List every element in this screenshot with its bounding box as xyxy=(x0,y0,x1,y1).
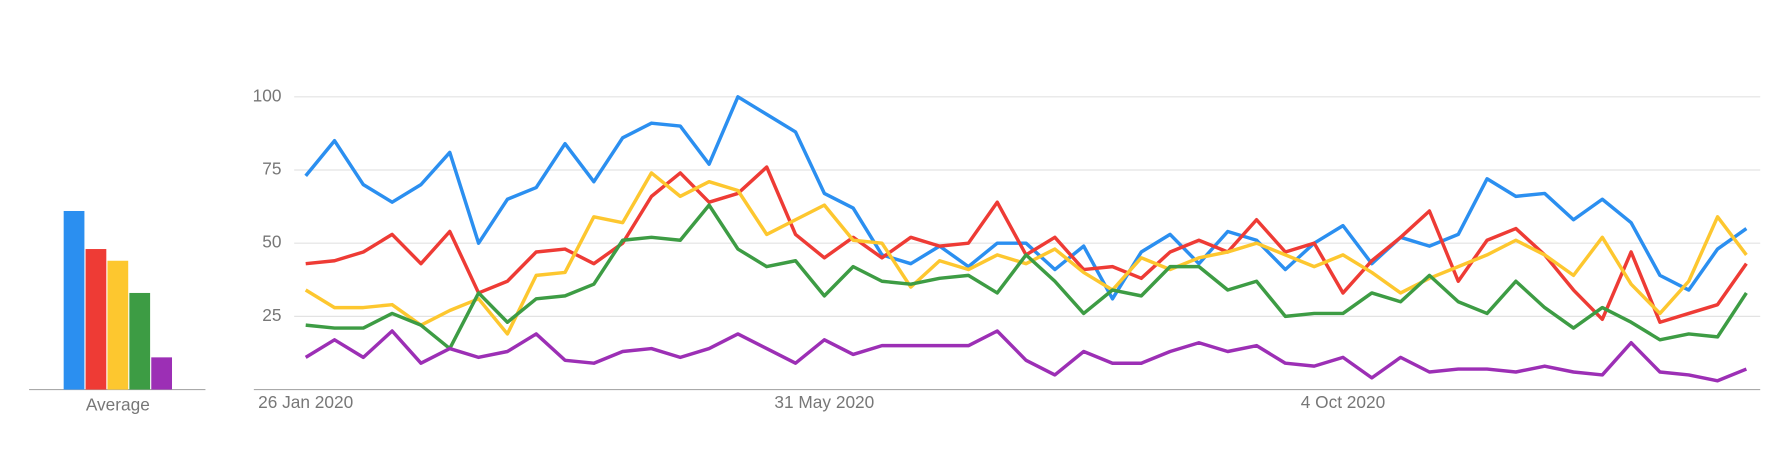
bar xyxy=(107,260,129,390)
x-tick-label: 31 May 2020 xyxy=(774,392,874,412)
x-tick-label: 26 Jan 2020 xyxy=(258,392,353,412)
bar xyxy=(129,292,151,390)
x-axis-label: Average xyxy=(86,394,150,414)
line-series xyxy=(305,203,1748,351)
y-tick-label: 75 xyxy=(262,159,281,179)
y-tick-label: 100 xyxy=(253,85,282,105)
line-series xyxy=(304,95,1748,301)
bar xyxy=(151,357,173,390)
y-tick-label: 25 xyxy=(262,305,281,325)
bar xyxy=(85,249,107,390)
bar xyxy=(63,210,85,390)
line-series xyxy=(304,329,1748,383)
line-series xyxy=(304,171,1748,336)
y-tick-label: 50 xyxy=(262,232,281,252)
x-tick-label: 4 Oct 2020 xyxy=(1301,392,1385,412)
